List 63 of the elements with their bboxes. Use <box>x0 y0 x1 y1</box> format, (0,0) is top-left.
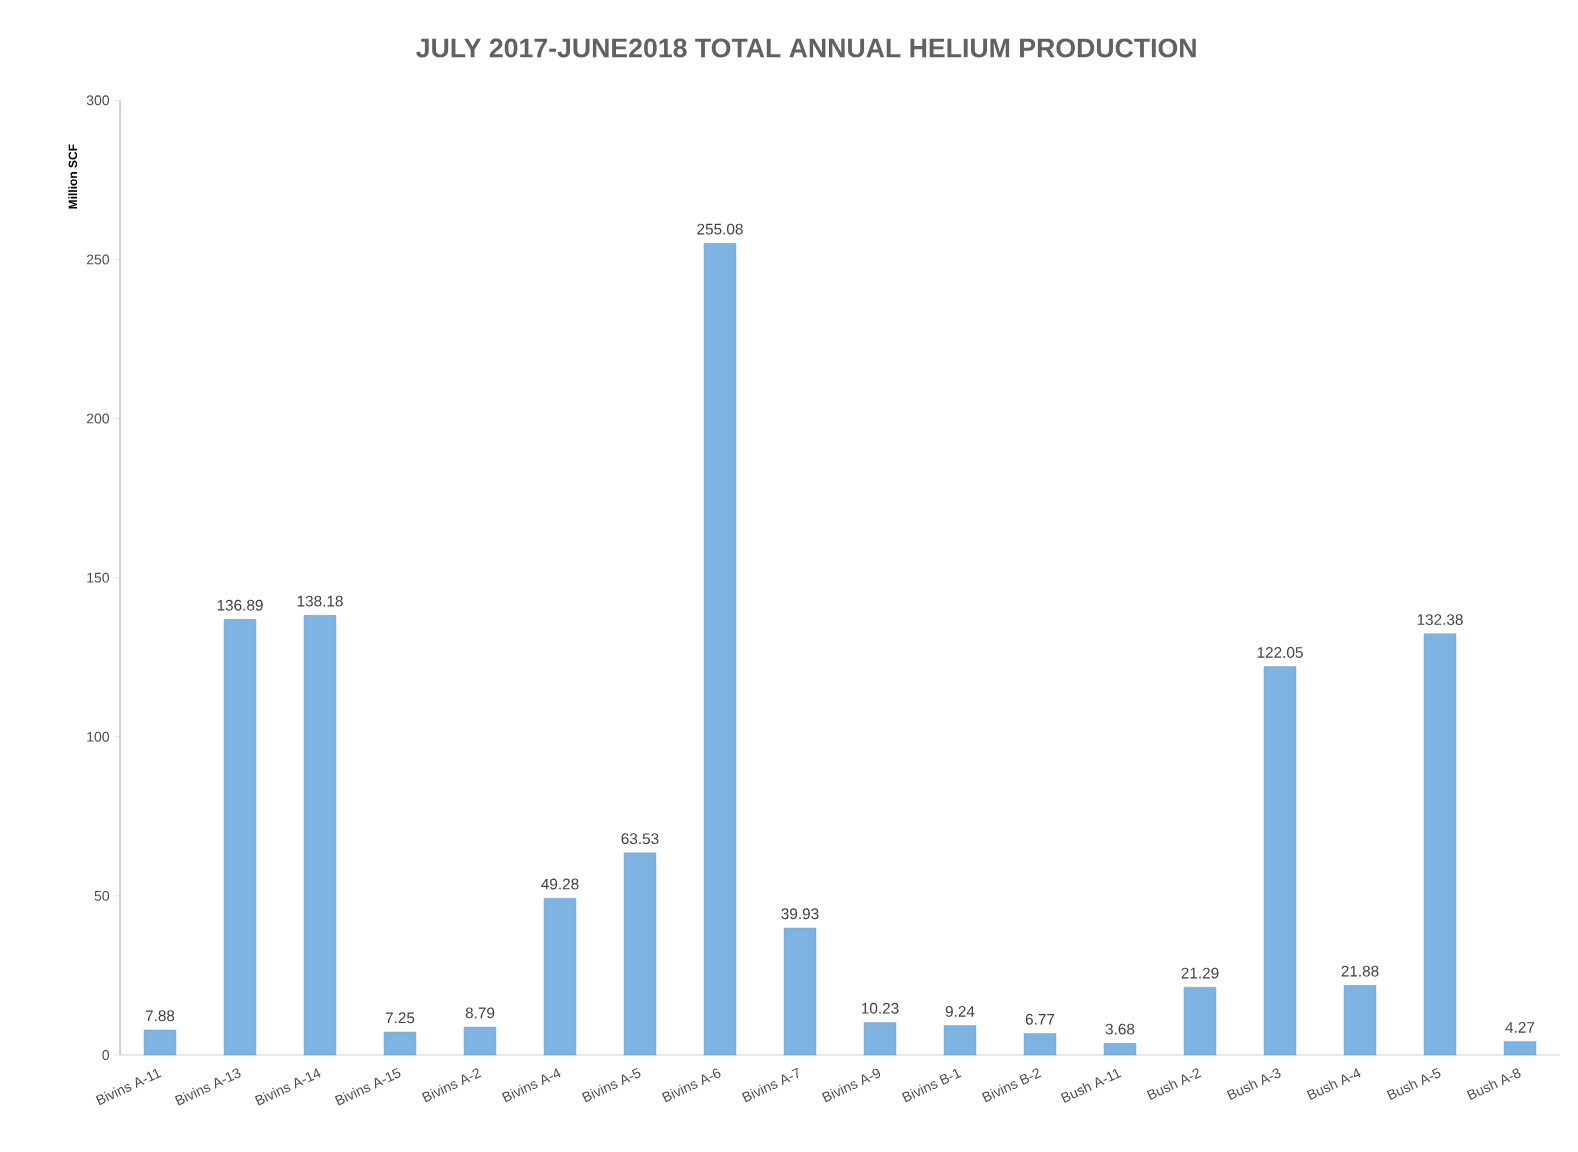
x-tick-label: Bivins A-11 <box>95 1068 162 1106</box>
chart-title: JULY 2017-JUNE2018 TOTAL ANNUAL HELIUM PRODUCTION <box>416 38 1196 58</box>
y-tick-label: 100 <box>87 731 110 742</box>
bar <box>703 243 737 1056</box>
bar <box>1103 1043 1137 1056</box>
x-tick-label: Bush A-5 <box>1386 1067 1441 1100</box>
data-label: 9.24 <box>945 1006 975 1017</box>
data-label: 7.25 <box>385 1012 415 1024</box>
bar <box>1263 666 1297 1056</box>
data-label: 4.27 <box>1505 1021 1535 1033</box>
bar <box>1183 987 1217 1056</box>
data-label: 8.79 <box>465 1007 495 1019</box>
x-tick-label: Bivins B-1 <box>901 1068 962 1103</box>
x-tick-label: Bush A-8 <box>1466 1068 1521 1100</box>
bar <box>463 1026 497 1056</box>
data-label: 255.08 <box>697 223 743 235</box>
x-tick-label: Bush A-2 <box>1146 1068 1202 1100</box>
data-label: 122.05 <box>1257 647 1303 658</box>
data-label: 49.28 <box>541 878 579 890</box>
bar <box>223 619 257 1056</box>
bar <box>1423 633 1457 1056</box>
data-label: 6.77 <box>1025 1013 1055 1025</box>
x-tick-label: Bush A-4 <box>1306 1068 1361 1100</box>
x-tick-label: Bivins A-9 <box>821 1068 881 1103</box>
data-label: 39.93 <box>781 908 819 920</box>
data-label: 138.18 <box>297 595 343 607</box>
x-tick-label: Bivins A-14 <box>254 1068 321 1106</box>
bar <box>783 927 817 1056</box>
y-tick-label: 0 <box>102 1050 110 1060</box>
bar <box>623 852 657 1056</box>
data-label: 21.29 <box>1181 967 1219 979</box>
bar <box>1023 1033 1057 1056</box>
bar <box>943 1025 977 1056</box>
x-tick-label: Bivins A-5 <box>581 1067 641 1103</box>
y-tick-label: 300 <box>86 95 110 106</box>
bar <box>383 1031 417 1056</box>
x-tick-label: Bivins A-2 <box>421 1068 482 1103</box>
x-tick-label: Bivins A-7 <box>741 1067 799 1103</box>
y-tick-label: 250 <box>86 254 110 265</box>
data-label: 7.88 <box>145 1010 175 1022</box>
bar <box>303 615 337 1056</box>
data-label: 10.23 <box>861 1002 899 1014</box>
y-tick-label: 200 <box>86 413 110 424</box>
bar <box>863 1022 897 1056</box>
x-tick-label: Bivins A-13 <box>174 1068 241 1106</box>
x-tick-label: Bivins A-4 <box>501 1068 561 1103</box>
x-tick-label: Bush A-11 <box>1060 1068 1122 1103</box>
data-label: 21.88 <box>1341 965 1379 977</box>
x-tick-label: Bivins A-15 <box>334 1067 401 1106</box>
x-tick-label: Bivins A-6 <box>661 1068 721 1103</box>
bar <box>543 897 577 1056</box>
data-label: 136.89 <box>217 599 263 611</box>
bar <box>1503 1041 1537 1056</box>
x-tick-label: Bivins B-2 <box>981 1068 1042 1103</box>
data-label: 63.53 <box>621 833 659 845</box>
bar <box>143 1029 177 1056</box>
y-tick-label: 150 <box>87 572 110 583</box>
data-label: 3.68 <box>1105 1023 1135 1035</box>
bar <box>1343 985 1377 1056</box>
x-tick-label: Bush A-3 <box>1226 1068 1281 1100</box>
data-label: 132.38 <box>1417 614 1463 626</box>
y-axis-title: Million SCF <box>68 144 78 209</box>
y-tick-label: 50 <box>94 890 110 901</box>
